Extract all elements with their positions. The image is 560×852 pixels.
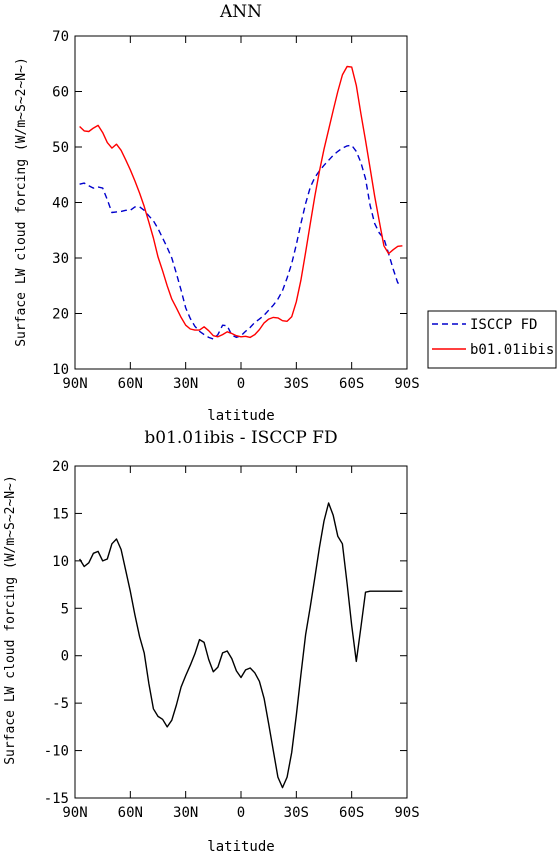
bottom-chart-y-tick-label: 15 — [52, 506, 69, 522]
bottom-chart-frame — [74, 465, 408, 799]
legend-box — [427, 310, 557, 369]
bottom-chart-x-tick-label: 90S — [394, 805, 419, 821]
top-chart-y-tick-label: 50 — [52, 140, 69, 156]
top-chart-title: ANN — [219, 2, 262, 22]
bottom-chart-y-tick-label: 20 — [52, 459, 69, 475]
top-chart-y-tick-label: 20 — [52, 307, 69, 323]
bottom-chart-x-tick-label: 30N — [173, 805, 198, 821]
bottom-chart: b01.01ibis - ISCCP FD Surface LW cloud f… — [3, 428, 420, 852]
top-chart-x-tick-label: 90N — [62, 376, 87, 392]
top-chart-xlabel: latitude — [207, 408, 274, 424]
bottom-chart-x-tick-label: 60N — [118, 805, 143, 821]
bottom-chart-x-tick-label: 0 — [237, 805, 245, 821]
bottom-chart-y-tick-label: -5 — [52, 696, 69, 712]
top-chart-y-tick-label: 60 — [52, 85, 69, 101]
legend-label-model: b01.01ibis — [470, 342, 554, 358]
bottom-chart-series-line-1 — [79, 502, 403, 789]
top-chart-series-line-2 — [79, 65, 403, 339]
top-chart-x-tick-label: 60S — [339, 376, 364, 392]
bottom-chart-ticks: 90N 60N 30N 0 30S 60S 90S -15 -10 -5 0 5 10 15 20 — [44, 459, 420, 821]
legend-label-isccp: ISCCP FD — [470, 317, 537, 333]
bottom-chart-title: b01.01ibis - ISCCP FD — [144, 428, 337, 448]
bottom-chart-y-tick-label: 0 — [61, 649, 69, 665]
top-chart-x-tick-label: 60N — [118, 376, 143, 392]
top-chart-x-tick-label: 30S — [284, 376, 309, 392]
bottom-chart-y-tick-label: -15 — [44, 791, 69, 807]
top-chart-lines — [79, 65, 403, 340]
top-chart-x-tick-label: 90S — [394, 376, 419, 392]
top-chart-ylabel: Surface LW cloud forcing (W/m~S~2~N~) — [14, 57, 29, 347]
top-chart-y-tick-label: 70 — [52, 29, 69, 45]
bottom-chart-y-tick-label: 5 — [61, 601, 69, 617]
bottom-chart-ylabel: Surface LW cloud forcing (W/m~S~2~N~) — [3, 475, 18, 765]
bottom-chart-x-tick-label: 90N — [62, 805, 87, 821]
bottom-chart-xlabel: latitude — [207, 839, 274, 852]
top-chart-x-tick-label: 0 — [237, 376, 245, 392]
bottom-chart-x-tick-label: 60S — [339, 805, 364, 821]
bottom-chart-y-tick-label: 10 — [52, 554, 69, 570]
top-chart-x-tick-label: 30N — [173, 376, 198, 392]
top-chart-series-line-1 — [79, 144, 403, 340]
top-chart-ticks: 90N 60N 30N 0 30S 60S 90S 10 20 30 40 50 60 70 — [52, 29, 420, 392]
top-chart-y-tick-label: 10 — [52, 362, 69, 378]
bottom-chart-lines — [79, 502, 403, 789]
top-chart-y-tick-label: 40 — [52, 196, 69, 212]
top-chart-frame — [74, 35, 408, 370]
top-chart-y-tick-label: 30 — [52, 251, 69, 267]
top-chart: ANN Surface LW cloud forcing (W/m~S~2~N~… — [14, 2, 420, 424]
legend: ISCCP FD b01.01ibis — [427, 310, 557, 369]
bottom-chart-x-tick-label: 30S — [284, 805, 309, 821]
bottom-chart-y-tick-label: -10 — [44, 744, 69, 760]
